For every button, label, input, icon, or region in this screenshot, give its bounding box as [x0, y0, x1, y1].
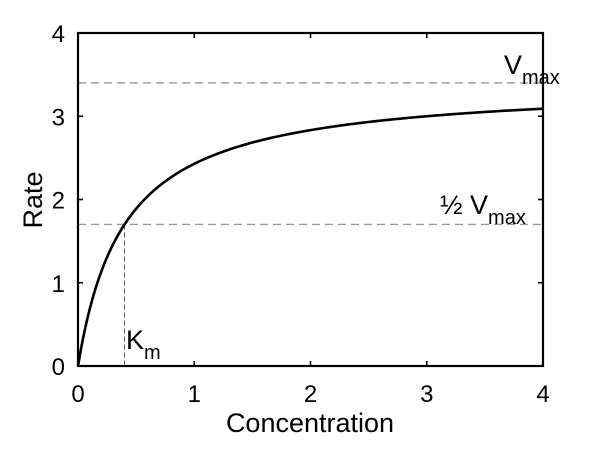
- x-tick-label: 4: [536, 381, 549, 408]
- y-axis-label: Rate: [18, 171, 48, 228]
- x-tick-label: 0: [71, 381, 84, 408]
- reference-lines: [78, 82, 543, 366]
- km-label: Km: [126, 325, 161, 364]
- x-tick-label: 2: [304, 381, 317, 408]
- vmax-label: Vmax: [504, 50, 560, 89]
- y-tick-label: 1: [52, 271, 65, 298]
- half-vmax-label: ½ Vmax: [440, 190, 526, 229]
- y-tick-label: 2: [52, 188, 65, 215]
- x-axis-label: Concentration: [226, 408, 394, 438]
- x-tick-label: 3: [420, 381, 433, 408]
- y-tick-label: 4: [52, 21, 65, 48]
- axis-ticks: 0 1 2 3 4 0 1 2 3 4: [52, 21, 550, 408]
- x-tick-label: 1: [188, 381, 201, 408]
- rate-curve: [76, 107, 544, 367]
- y-tick-label: 0: [52, 354, 65, 381]
- y-tick-label: 3: [52, 104, 65, 131]
